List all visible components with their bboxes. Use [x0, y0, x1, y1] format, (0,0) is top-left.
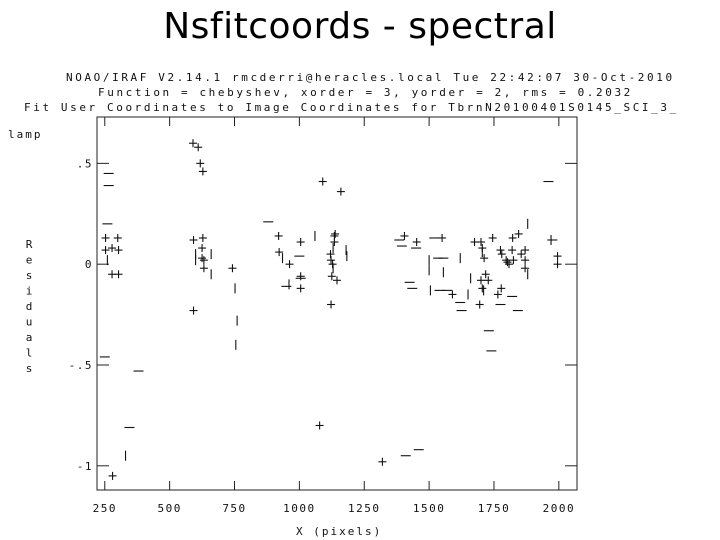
data-point	[114, 246, 123, 255]
y-axis-label-char: s	[26, 362, 35, 375]
x-tick-label: 2000	[543, 502, 576, 515]
data-point	[508, 233, 517, 242]
data-point	[478, 284, 487, 293]
data-point	[502, 256, 511, 265]
data-point	[198, 167, 207, 176]
data-point	[493, 290, 502, 299]
data-point	[481, 270, 490, 279]
data-point	[189, 235, 198, 244]
data-point	[336, 187, 345, 196]
data-point	[189, 139, 197, 148]
data-point	[496, 246, 505, 255]
axis-ticks: 250 500 750 1000 1250 1500 1750 2000 .5 0 -.5 -1	[69, 117, 577, 515]
x-tick-label: 1500	[413, 502, 446, 515]
data-point	[331, 229, 340, 238]
y-axis-label-char: d	[26, 300, 35, 313]
data-point	[114, 270, 123, 279]
y-axis-label-char: l	[26, 347, 35, 360]
x-tick-label: 250	[93, 502, 117, 515]
data-point	[330, 238, 339, 247]
data-point	[296, 272, 305, 281]
data-point	[521, 256, 530, 265]
data-point	[400, 231, 409, 240]
data-point	[101, 233, 110, 242]
data-point	[228, 264, 237, 273]
data-point	[198, 244, 207, 253]
data-point	[199, 256, 208, 265]
data-point	[508, 246, 517, 255]
y-axis-label-char: u	[26, 316, 35, 329]
data-point	[505, 260, 514, 269]
plot-frame	[96, 116, 578, 491]
data-points	[99, 139, 562, 480]
x-tick-label: 1250	[348, 502, 381, 515]
data-point	[477, 276, 485, 285]
data-point	[275, 248, 284, 257]
y-axis-label-char: i	[26, 285, 35, 298]
data-point	[274, 231, 283, 240]
data-point	[503, 258, 512, 267]
data-point	[477, 238, 485, 247]
data-point	[199, 264, 208, 273]
data-point	[285, 260, 294, 269]
y-tick-label: .5	[77, 157, 93, 170]
data-point	[327, 300, 336, 309]
plot-header-line-1: NOAO/IRAF V2.14.1 rmcderri@heracles.loca…	[66, 71, 675, 84]
data-point	[521, 246, 530, 255]
data-point	[448, 290, 457, 299]
y-axis-label-char: a	[26, 331, 35, 344]
data-point	[497, 250, 506, 259]
data-point	[412, 238, 421, 247]
data-point	[315, 421, 324, 430]
y-tick-label: 0	[85, 258, 93, 271]
plot-header-line-3: Fit User Coordinates to Image Coordinate…	[24, 101, 679, 114]
data-point	[480, 254, 489, 263]
data-point	[113, 233, 122, 242]
data-point	[198, 233, 207, 242]
data-point	[484, 276, 493, 285]
data-point	[378, 457, 387, 466]
slide-title: Nsfitcoords - spectral	[163, 6, 557, 47]
data-point	[333, 276, 341, 285]
data-point	[108, 244, 117, 253]
data-point	[318, 177, 327, 186]
data-point	[553, 260, 562, 269]
data-point	[475, 300, 484, 309]
data-point	[521, 264, 530, 273]
data-point	[553, 252, 562, 261]
data-point	[101, 246, 110, 255]
x-tick-label: 1000	[283, 502, 316, 515]
x-tick-label: 750	[222, 502, 246, 515]
y-axis-label-char: R	[26, 238, 35, 251]
data-point	[296, 284, 305, 293]
data-point	[509, 256, 518, 265]
x-axis-label: X (pixels)	[296, 525, 382, 538]
y-tick-label: -1	[77, 460, 93, 473]
y-axis-label-char: e	[26, 254, 35, 267]
plot-header-line-2: Function = chebyshev, xorder = 3, yorder…	[98, 86, 633, 99]
data-point	[198, 254, 207, 263]
data-point	[514, 229, 523, 238]
x-tick-label: 1750	[478, 502, 511, 515]
y-tick-label: -.5	[69, 359, 93, 372]
data-point	[327, 256, 336, 265]
data-point	[108, 471, 117, 480]
data-point	[497, 284, 506, 293]
y-axis-label-char: s	[26, 269, 35, 282]
data-point	[327, 272, 336, 281]
data-point	[194, 143, 203, 152]
data-point	[196, 159, 205, 168]
plot-subtitle: lamp	[8, 128, 43, 141]
data-point	[296, 238, 305, 247]
data-point	[189, 306, 198, 315]
x-tick-label: 500	[157, 502, 181, 515]
data-point	[438, 233, 447, 242]
data-point	[488, 233, 497, 242]
data-point	[517, 250, 526, 259]
